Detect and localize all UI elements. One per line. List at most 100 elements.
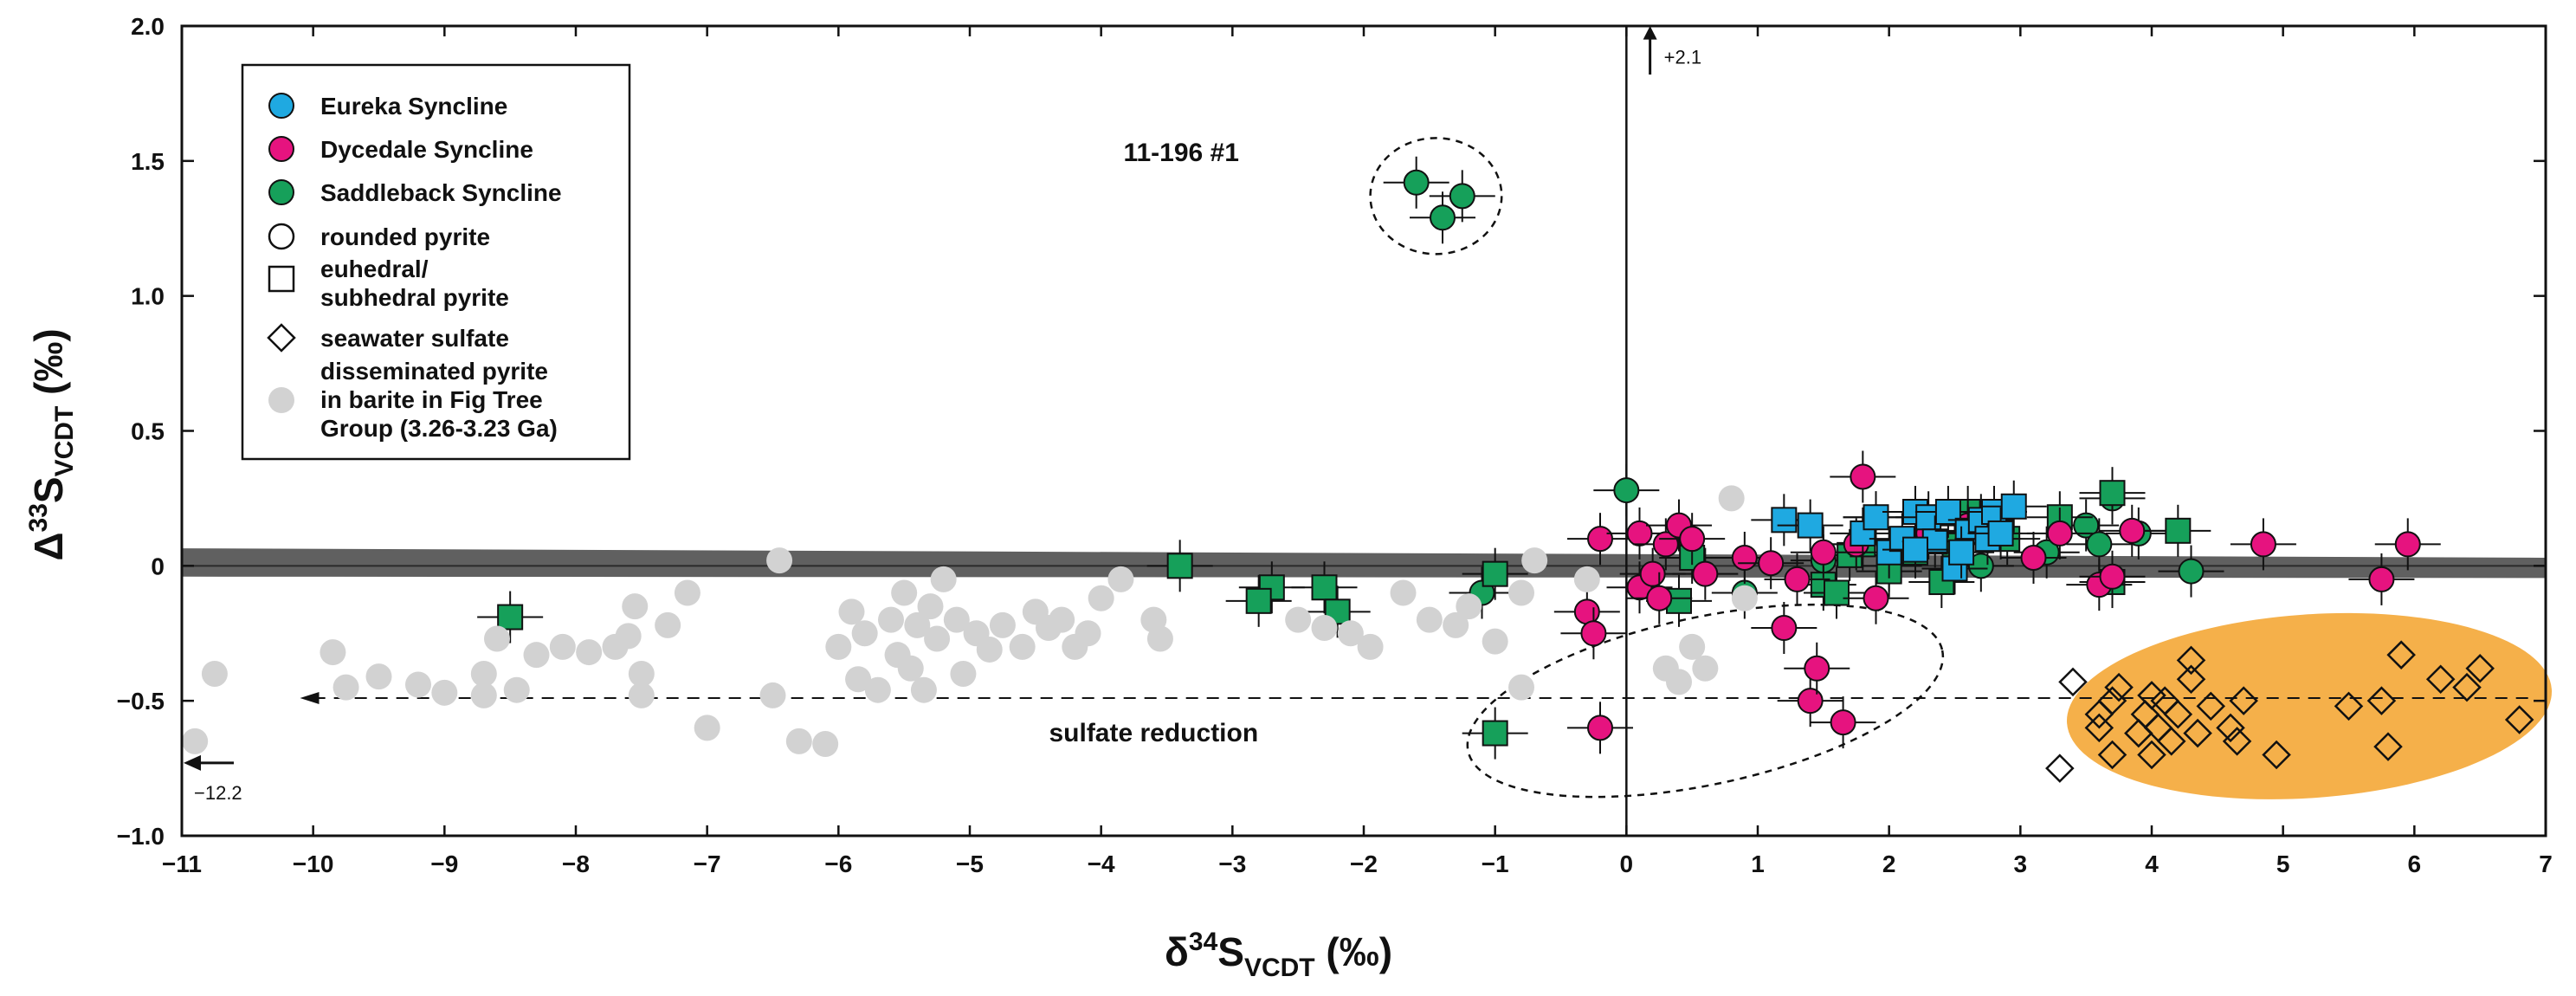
data-point: [2196, 691, 2226, 721]
data-point: [1429, 170, 1495, 223]
data-point: [1462, 707, 1528, 760]
fig-tree-point: [785, 728, 812, 754]
diamond-marker: [2386, 640, 2416, 669]
square-marker: [1482, 720, 1508, 747]
diamond-marker: [2183, 718, 2212, 748]
fig-tree-point: [1692, 655, 1719, 682]
circle-marker: [1639, 560, 1666, 587]
data-point: [950, 661, 977, 687]
data-point: [2099, 504, 2166, 557]
data-point: [2222, 727, 2252, 756]
data-point: [2058, 667, 2088, 697]
circle-marker: [2368, 566, 2395, 592]
legend-label: Group (3.26-3.23 Ga): [320, 415, 558, 442]
data-point: [1049, 606, 1075, 633]
data-point: [1508, 674, 1534, 701]
data-point: [431, 679, 458, 706]
x-axis-title: δ34SVCDT (‰): [1165, 928, 1392, 982]
fig-tree-point: [759, 682, 786, 708]
diamond-marker: [2097, 686, 2127, 715]
fig-tree-point: [1337, 620, 1364, 647]
data-point: [1692, 655, 1719, 682]
fig-tree-point: [1666, 669, 1692, 695]
data-point: [904, 611, 931, 638]
legend-label: rounded pyrite: [320, 223, 490, 250]
data-point: [785, 728, 812, 754]
fig-tree-point: [484, 625, 510, 652]
square-marker: [1245, 587, 1272, 614]
data-point: [2183, 718, 2212, 748]
diamond-marker: [2058, 667, 2088, 697]
fig-tree-point: [470, 661, 497, 687]
data-point: [766, 547, 793, 574]
data-point: [2229, 686, 2258, 715]
x-tick-label: −6: [824, 850, 852, 877]
fig-tree-point: [950, 661, 977, 687]
x-tick-label: 0: [1620, 850, 1634, 877]
data-point: [891, 579, 918, 606]
arrow-left-label: −12.2: [194, 782, 242, 804]
fig-tree-point: [917, 593, 944, 620]
circle-marker: [1771, 615, 1798, 642]
data-point: [2137, 740, 2166, 770]
data-point: [1967, 507, 2034, 559]
data-point: [1784, 642, 1850, 695]
y-title-sup: 33: [24, 503, 53, 532]
data-point: [1291, 561, 1358, 614]
diamond-marker: [2176, 645, 2206, 676]
diamond-marker: [2465, 653, 2495, 683]
data-point: [910, 676, 937, 703]
legend-rounded-marker: [268, 223, 295, 250]
data-point: [1009, 633, 1036, 660]
legend-seawater-marker: [267, 323, 296, 352]
fig-tree-point: [320, 639, 346, 666]
diamond-marker: [2373, 732, 2403, 761]
data-point: [1626, 572, 1693, 624]
fig-tree-point: [1357, 633, 1384, 660]
circle-marker: [1646, 585, 1673, 611]
fig-tree-point: [910, 676, 937, 703]
data-point: [655, 611, 681, 638]
data-point: [1337, 620, 1364, 647]
data-point: [2143, 713, 2173, 743]
fig-tree-point: [628, 682, 655, 708]
data-point: [1790, 526, 1856, 579]
square-marker: [1797, 512, 1824, 539]
circle-marker: [1731, 544, 1758, 571]
data-point: [845, 666, 872, 693]
data-point: [1751, 602, 1817, 655]
fig-tree-point: [838, 598, 865, 625]
legend-label: Saddleback Syncline: [320, 179, 562, 206]
sulfate-reduction-label: sulfate reduction: [1049, 719, 1258, 747]
circle-marker: [2099, 563, 2126, 590]
data-point: [1443, 611, 1469, 638]
circle-marker: [2046, 520, 2073, 547]
fig-tree-point: [825, 633, 852, 660]
legend-label: Dycedale Syncline: [320, 136, 533, 163]
fig-tree-point: [976, 636, 1003, 663]
circle-marker: [2020, 544, 2047, 571]
fig-tree-point: [182, 728, 209, 754]
arrow-left-icon: [184, 754, 201, 771]
data-point: [1357, 633, 1384, 660]
diamond-marker: [2084, 713, 2114, 743]
y-tick-label: 1.5: [131, 148, 165, 175]
data-point: [2230, 518, 2296, 571]
data-point: [1285, 606, 1312, 633]
sulfate-reduction-arrow-icon: [300, 692, 320, 705]
data-point: [1560, 607, 1627, 660]
diamond-marker: [2425, 664, 2456, 695]
x-tick-label: −3: [1218, 850, 1246, 877]
fig-tree-point: [405, 671, 431, 698]
fig-tree-point: [1521, 547, 1548, 574]
y-tick-label: 2.0: [131, 13, 165, 40]
data-point: [1456, 593, 1482, 620]
data-point: [2348, 553, 2415, 605]
fig-tree-point: [332, 674, 359, 701]
y-tick-label: 0: [151, 553, 165, 579]
data-points: [182, 156, 2534, 783]
fig-tree-point: [1107, 566, 1134, 592]
data-point: [1390, 579, 1417, 606]
data-point: [1679, 633, 1706, 660]
data-point: [470, 661, 497, 687]
